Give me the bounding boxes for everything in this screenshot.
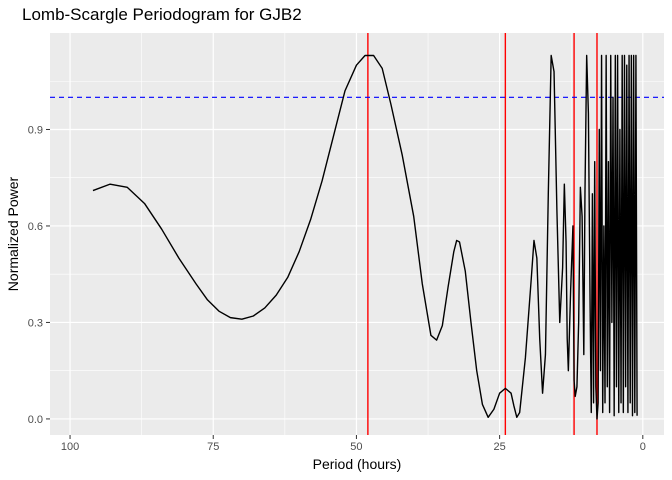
x-axis-title: Period (hours) — [313, 456, 402, 472]
y-tick-label: 0.6 — [28, 221, 43, 233]
y-axis-title: Normalized Power — [5, 176, 21, 291]
x-tick-label: 25 — [493, 441, 505, 453]
y-tick-label: 0.9 — [28, 124, 43, 136]
axes: 100 75 50 25 0 0.0 0.3 0.6 0.9 — [28, 124, 646, 453]
x-tick-label: 0 — [640, 441, 646, 453]
y-tick-label: 0.3 — [28, 317, 43, 329]
grid-lines — [50, 33, 664, 435]
x-tick-label: 100 — [61, 441, 79, 453]
x-tick-label: 75 — [207, 441, 219, 453]
x-tick-label: 50 — [350, 441, 362, 453]
y-tick-label: 0.0 — [28, 414, 43, 426]
series-line — [92, 54, 638, 420]
chart-title: Lomb-Scargle Periodogram for GJB2 — [22, 5, 302, 24]
